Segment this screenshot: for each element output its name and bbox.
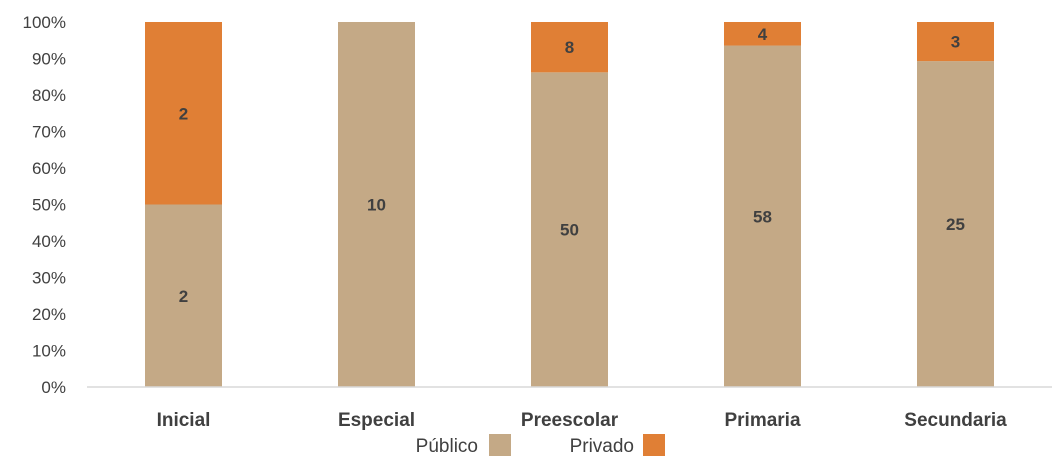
data-label: 2 <box>179 104 188 123</box>
legend-label-privado: Privado <box>570 436 634 457</box>
y-tick-label: 40% <box>32 232 66 251</box>
bar-segment-privado <box>145 22 222 205</box>
data-label: 10 <box>367 196 386 215</box>
x-category-label: Preescolar <box>521 410 619 431</box>
y-tick-label: 70% <box>32 123 66 142</box>
bar-segment-publico <box>531 72 608 388</box>
x-category-label: Primaria <box>724 410 800 431</box>
y-tick-label: 20% <box>32 305 66 324</box>
y-axis: 0% 10% 20% 30% 40% 50% 60% 70% 80% 90% 100% <box>23 13 66 397</box>
y-tick-label: 50% <box>32 196 66 215</box>
y-tick-label: 100% <box>23 13 66 32</box>
y-tick-label: 80% <box>32 86 66 105</box>
bar-segment-privado <box>531 22 608 73</box>
bar-segment-publico <box>724 45 801 387</box>
x-category-label: Especial <box>338 410 415 431</box>
x-axis: Inicial Especial Preescolar Primaria Secunda… <box>87 386 1052 431</box>
bar-segment-publico <box>917 61 994 387</box>
data-label: 58 <box>753 207 772 226</box>
y-tick-label: 90% <box>32 50 66 69</box>
x-category-label: Inicial <box>157 410 211 431</box>
bars <box>145 22 994 388</box>
data-label: 3 <box>951 33 960 52</box>
legend-label-publico: Público <box>416 436 478 457</box>
y-tick-label: 30% <box>32 269 66 288</box>
bar-segment-privado <box>724 22 801 46</box>
y-tick-label: 60% <box>32 159 66 178</box>
data-label: 50 <box>560 221 579 240</box>
x-category-label: Secundaria <box>904 410 1007 431</box>
y-tick-label: 10% <box>32 342 66 361</box>
data-label: 8 <box>565 38 574 57</box>
legend: Público Privado <box>416 434 665 457</box>
bar-segment-publico <box>145 204 222 387</box>
bar-segment-privado <box>917 22 994 62</box>
data-labels: 2 2 10 50 8 58 4 25 3 <box>179 25 965 306</box>
data-label: 25 <box>946 215 965 234</box>
data-label: 2 <box>179 287 188 306</box>
data-label: 4 <box>758 25 768 44</box>
legend-swatch-privado <box>643 434 665 456</box>
legend-swatch-publico <box>489 434 511 456</box>
bar-segment-publico <box>338 22 415 387</box>
y-tick-label: 0% <box>41 378 66 397</box>
